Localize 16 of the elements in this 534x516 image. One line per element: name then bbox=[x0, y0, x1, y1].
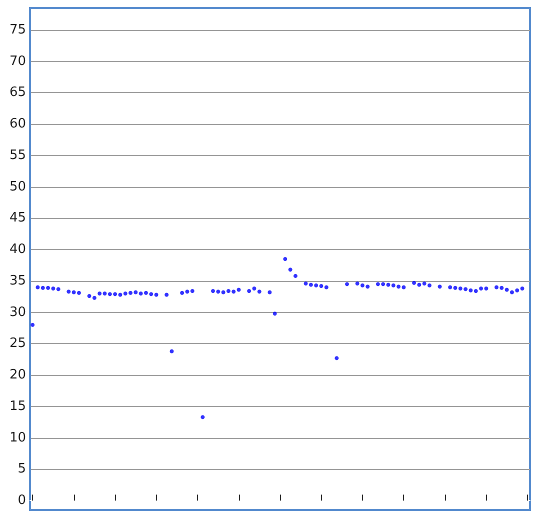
y-tick-label: 50 bbox=[9, 179, 26, 194]
y-tick-label: 10 bbox=[9, 430, 26, 446]
y-tick-label: 0 bbox=[18, 493, 26, 508]
y-tick-label: 40 bbox=[9, 242, 26, 258]
y-tick-label: 5 bbox=[18, 462, 26, 477]
y-tick-label: 45 bbox=[9, 210, 26, 226]
y-tick-label: 15 bbox=[9, 398, 26, 414]
y-tick-label: 20 bbox=[9, 368, 26, 383]
y-tick-label: 75 bbox=[9, 22, 26, 38]
y-tick-label: 70 bbox=[9, 54, 26, 69]
y-tick-label: 25 bbox=[9, 336, 26, 352]
y-tick-label: 35 bbox=[9, 273, 26, 288]
y-tick-label: 55 bbox=[9, 148, 26, 163]
y-tick-label: 30 bbox=[9, 304, 26, 320]
y-tick-label: 60 bbox=[9, 116, 26, 132]
y-tick-label: 65 bbox=[9, 85, 26, 100]
